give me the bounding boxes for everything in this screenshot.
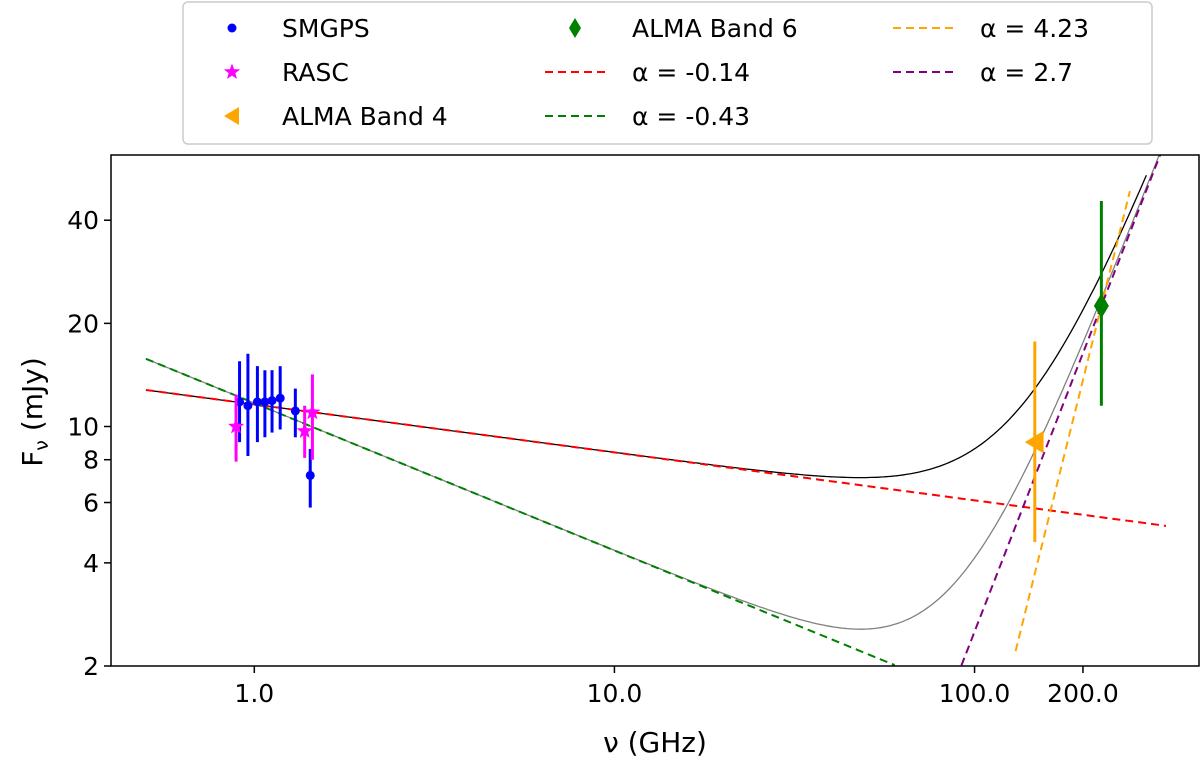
legend-marker-2: [224, 107, 239, 125]
data-point-0-3: [260, 397, 270, 407]
powerlaw-line-3: [960, 155, 1162, 666]
y-tick-label-0: 2: [83, 652, 99, 681]
legend-label-0: SMGPS: [282, 14, 370, 43]
y-axis-label-sub: ν: [31, 440, 53, 451]
legend-label-6: α = 4.23: [980, 14, 1089, 43]
data-point-1-0: [228, 418, 245, 434]
y-axis-label-main: F: [16, 451, 49, 467]
plot-area: [145, 155, 1167, 666]
x-tick-label-0: 1.0: [234, 679, 274, 708]
legend-marker-1: [223, 63, 241, 79]
legend-label-3: ALMA Band 6: [632, 14, 798, 43]
legend-marker-3: [569, 18, 581, 38]
legend: SMGPS RASC ALMA Band 4 ALMA Band 6 α = -0.14…: [182, 1, 1153, 145]
data-point-0-7: [305, 470, 315, 480]
x-axis-label: ν (GHz): [603, 726, 707, 759]
y-tick-label-4: 10: [67, 413, 99, 442]
data-point-0-5: [275, 393, 285, 403]
y-tick-label-3: 8: [83, 446, 99, 475]
plot-frame: [110, 154, 1200, 667]
legend-box: [182, 1, 1153, 145]
legend-label-1: RASC: [282, 58, 349, 87]
data-point-1-2: [304, 403, 321, 420]
y-tick-label-1: 4: [83, 549, 99, 578]
y-tick-label-6: 40: [67, 206, 99, 235]
data-point-0-2: [252, 397, 262, 407]
legend-label-5: α = -0.43: [632, 102, 750, 131]
data-point-2-0: [1024, 430, 1044, 454]
fit-curve-1: [145, 155, 1160, 630]
y-tick-label-5: 20: [67, 309, 99, 338]
y-axis-label-unit: (mJy): [16, 357, 49, 440]
legend-label-2: ALMA Band 4: [282, 102, 448, 131]
y-tick-label-2: 6: [83, 489, 99, 518]
data-point-1-1: [296, 422, 313, 438]
data-point-0-6: [290, 406, 300, 416]
legend-marker-0: [227, 23, 237, 33]
data-point-0-1: [243, 401, 253, 411]
data-point-3-0: [1093, 293, 1109, 319]
x-tick-label-3: 200.0: [1047, 679, 1119, 708]
powerlaw-line-2: [1014, 190, 1131, 652]
axis-ticks: 1.0 10.0 100.0 200.0 2 4 6 8 10 20 40: [67, 206, 1119, 708]
legend-label-7: α = 2.7: [980, 58, 1073, 87]
x-tick-label-1: 10.0: [587, 679, 643, 708]
y-axis-label: Fν (mJy): [16, 357, 53, 467]
legend-label-4: α = -0.14: [632, 58, 750, 87]
data-point-0-4: [267, 396, 277, 406]
x-tick-label-2: 100.0: [939, 679, 1011, 708]
